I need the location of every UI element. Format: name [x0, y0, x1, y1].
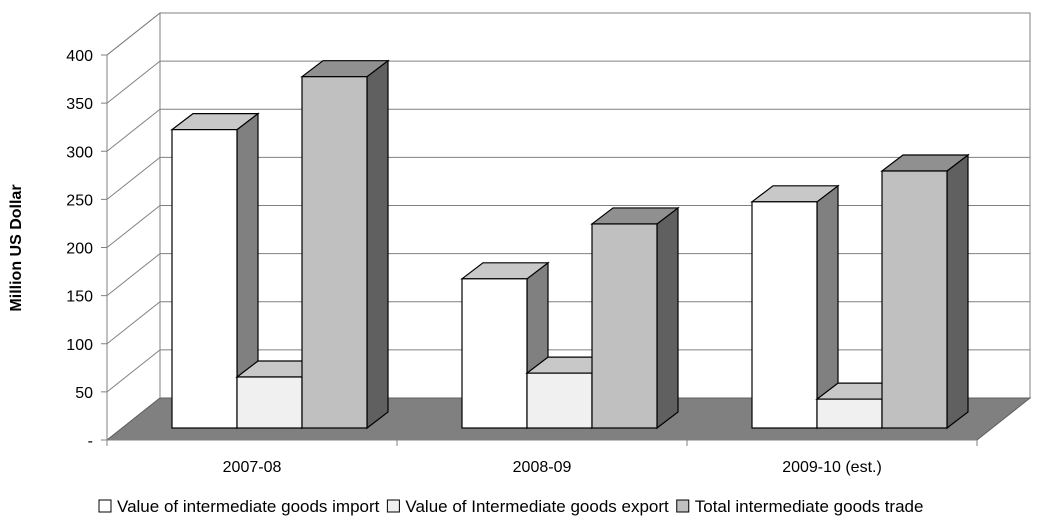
x-tick-label: 2008-09	[513, 459, 572, 476]
y-tick-label: 150	[66, 289, 93, 306]
y-tick-label: 250	[66, 192, 93, 209]
x-tick-label: 2007-08	[223, 459, 282, 476]
bar-front	[591, 223, 658, 429]
bar-0-0	[170, 112, 260, 430]
gridline-side	[106, 60, 161, 104]
y-tick-label: 350	[66, 96, 93, 113]
y-tick-labels: - 50 100 150 200 250 300 350 400	[66, 48, 93, 450]
x-tick-labels: 2007-08 2008-09 2009-10 (est.)	[223, 459, 882, 476]
bars	[170, 59, 970, 430]
legend-label: Total intermediate goods trade	[695, 497, 924, 516]
gridline-side	[106, 12, 161, 56]
bar-0-2	[300, 59, 390, 430]
legend-label: Value of Intermediate goods export	[405, 497, 669, 516]
bar-side	[946, 153, 969, 430]
bar-front	[526, 372, 593, 429]
y-tick-label: 200	[66, 241, 93, 258]
bar-side	[366, 59, 389, 430]
y-tick-label: 50	[75, 385, 93, 402]
x-tick-label: 2009-10 (est.)	[782, 459, 882, 476]
bar-front	[171, 129, 238, 429]
bar-front	[816, 398, 883, 429]
y-tick-label: 100	[66, 337, 93, 354]
bar-1-2	[590, 206, 680, 430]
gridline-side	[106, 301, 161, 345]
gridline-side	[106, 253, 161, 297]
y-tick-label: 400	[66, 48, 93, 65]
y-tick-label: -	[88, 433, 93, 450]
bar-front	[236, 376, 303, 429]
y-tick-label: 300	[66, 144, 93, 161]
bar-2-0	[750, 184, 840, 430]
bar-front	[301, 76, 368, 429]
bar-front	[881, 170, 948, 429]
bar-side	[656, 206, 679, 430]
gridline-side	[106, 205, 161, 248]
legend-swatch	[676, 499, 690, 513]
bar-front	[751, 201, 818, 429]
y-axis-title: Million US Dollar	[8, 184, 25, 311]
bar-front	[461, 278, 528, 429]
bar-2-2	[880, 153, 970, 430]
legend-label: Value of intermediate goods import	[117, 497, 380, 516]
gridline-side	[106, 156, 161, 200]
legend: Value of intermediate goods import Value …	[98, 497, 924, 516]
gridline-side	[106, 108, 161, 152]
axes	[101, 54, 978, 446]
legend-swatch	[98, 499, 112, 513]
gridline-side	[106, 349, 161, 393]
legend-swatch	[386, 499, 400, 513]
